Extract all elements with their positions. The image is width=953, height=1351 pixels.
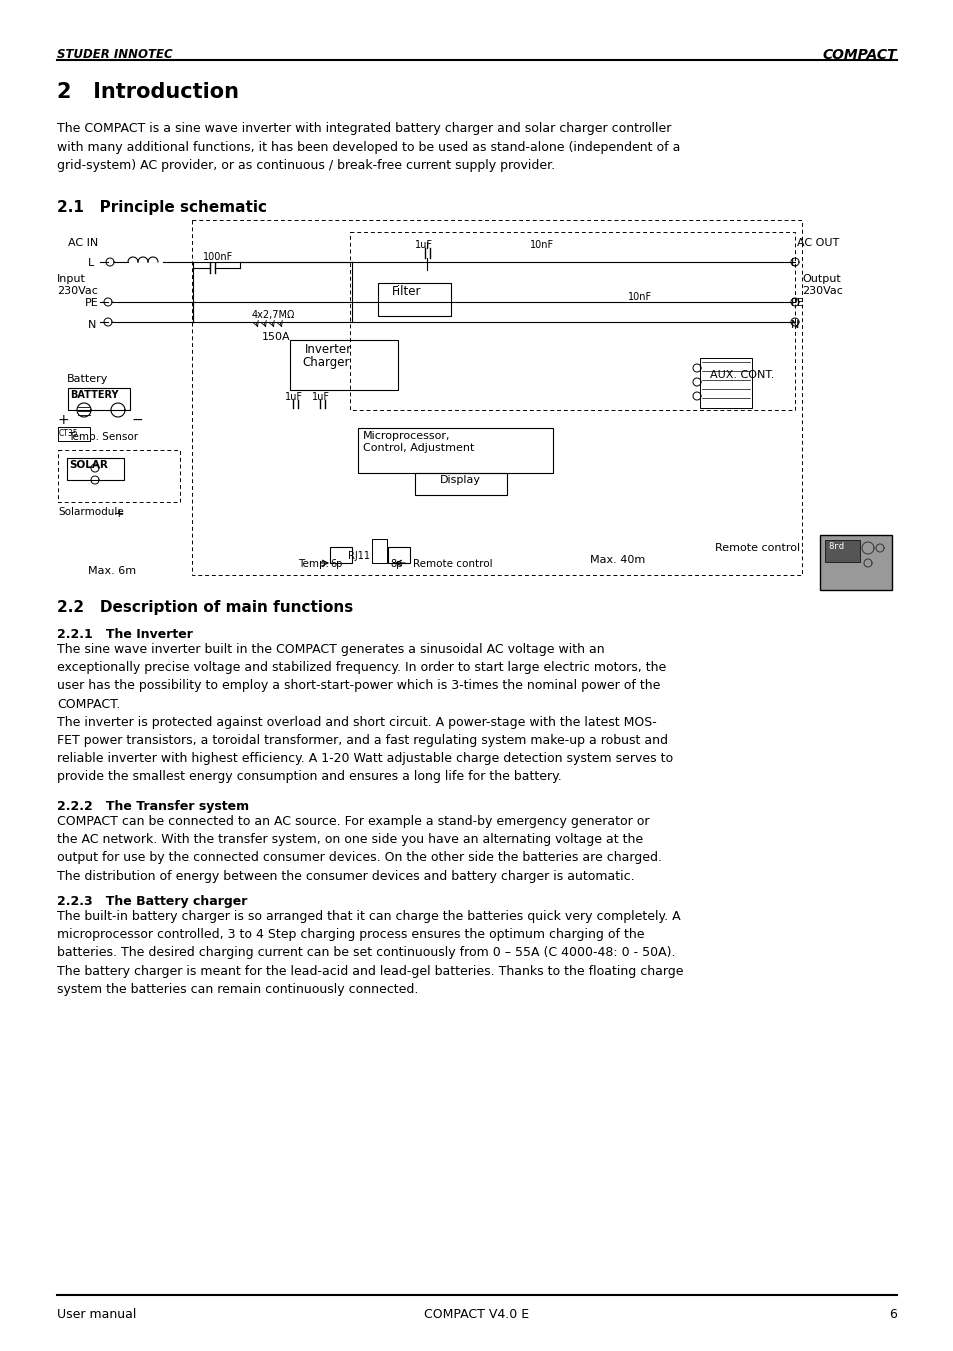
Text: BATTERY: BATTERY xyxy=(70,390,118,400)
Text: Temp.: Temp. xyxy=(297,559,329,569)
Text: 2.2.3   The Battery charger: 2.2.3 The Battery charger xyxy=(57,894,247,908)
Text: 2.2.2   The Transfer system: 2.2.2 The Transfer system xyxy=(57,800,249,813)
Text: AC OUT: AC OUT xyxy=(796,238,839,249)
Text: 100nF: 100nF xyxy=(203,253,233,262)
Text: Microprocessor,: Microprocessor, xyxy=(363,431,450,440)
Polygon shape xyxy=(824,540,859,562)
Text: 2   Introduction: 2 Introduction xyxy=(57,82,239,101)
Text: COMPACT can be connected to an AC source. For example a stand-by emergency gener: COMPACT can be connected to an AC source… xyxy=(57,815,661,882)
Text: Charger: Charger xyxy=(302,357,349,369)
Text: AC IN: AC IN xyxy=(68,238,98,249)
Text: 6p: 6p xyxy=(330,559,342,569)
Text: PE: PE xyxy=(790,299,804,308)
Text: Input: Input xyxy=(57,274,86,284)
Polygon shape xyxy=(820,535,891,590)
Text: User manual: User manual xyxy=(57,1308,136,1321)
Text: RJ11: RJ11 xyxy=(348,551,370,561)
Text: N: N xyxy=(790,320,799,330)
Text: Remote control: Remote control xyxy=(714,543,800,553)
Text: 230Vac: 230Vac xyxy=(57,286,98,296)
Text: +: + xyxy=(58,413,70,427)
Text: 8rd: 8rd xyxy=(827,542,843,551)
Text: 2.2   Description of main functions: 2.2 Description of main functions xyxy=(57,600,353,615)
Text: Max. 6m: Max. 6m xyxy=(88,566,136,576)
Text: Inverter: Inverter xyxy=(305,343,352,357)
Text: COMPACT V4.0 E: COMPACT V4.0 E xyxy=(424,1308,529,1321)
Text: Display: Display xyxy=(439,476,480,485)
Text: L: L xyxy=(88,258,94,267)
Text: Remote control: Remote control xyxy=(413,559,492,569)
Text: COMPACT: COMPACT xyxy=(821,49,896,62)
Text: 2.2.1   The Inverter: 2.2.1 The Inverter xyxy=(57,628,193,640)
Text: Temp. Sensor: Temp. Sensor xyxy=(68,432,138,442)
Text: CT35: CT35 xyxy=(59,430,78,438)
Text: The built-in battery charger is so arranged that it can charge the batteries qui: The built-in battery charger is so arran… xyxy=(57,911,682,996)
Text: AUX. CONT.: AUX. CONT. xyxy=(709,370,774,380)
Text: 8p: 8p xyxy=(390,559,402,569)
Text: 4x2,7MΩ: 4x2,7MΩ xyxy=(252,309,295,320)
Text: 1uF: 1uF xyxy=(312,392,330,403)
Text: 6: 6 xyxy=(888,1308,896,1321)
Text: 150A: 150A xyxy=(262,332,291,342)
Text: Output: Output xyxy=(801,274,840,284)
Text: 2.1   Principle schematic: 2.1 Principle schematic xyxy=(57,200,267,215)
Text: PE: PE xyxy=(85,299,99,308)
Text: Control, Adjustment: Control, Adjustment xyxy=(363,443,474,453)
Text: Solarmodule: Solarmodule xyxy=(58,507,124,517)
Text: STUDER INNOTEC: STUDER INNOTEC xyxy=(57,49,172,61)
Text: 10nF: 10nF xyxy=(530,240,554,250)
Text: 230Vac: 230Vac xyxy=(801,286,842,296)
Text: 1uF: 1uF xyxy=(285,392,303,403)
Text: −: − xyxy=(132,413,144,427)
Text: Max. 40m: Max. 40m xyxy=(589,555,644,565)
Text: SOLAR: SOLAR xyxy=(69,459,108,470)
Text: 1uF: 1uF xyxy=(415,240,433,250)
Text: Battery: Battery xyxy=(67,374,109,384)
Text: The COMPACT is a sine wave inverter with integrated battery charger and solar ch: The COMPACT is a sine wave inverter with… xyxy=(57,122,679,172)
Text: The sine wave inverter built in the COMPACT generates a sinusoidal AC voltage wi: The sine wave inverter built in the COMP… xyxy=(57,643,673,784)
Text: 10nF: 10nF xyxy=(627,292,652,303)
Text: +: + xyxy=(113,507,125,520)
Text: N: N xyxy=(88,320,96,330)
Text: Filter: Filter xyxy=(392,285,421,299)
Text: L: L xyxy=(790,258,797,267)
